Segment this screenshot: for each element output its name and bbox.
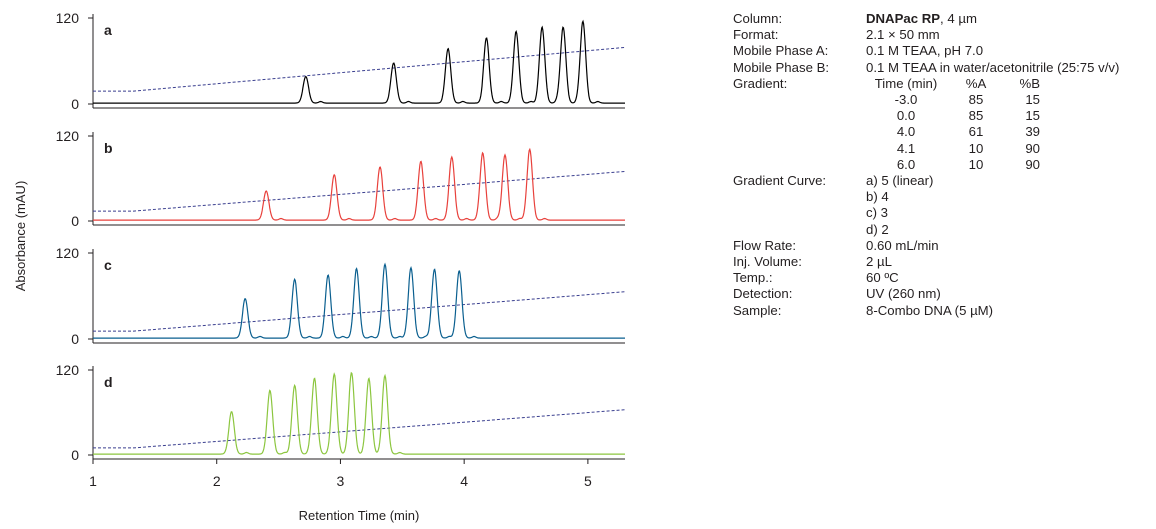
condition-row: Mobile Phase B: 0.1 M TEAA in water/acet… [733, 60, 1153, 76]
condition-key: Gradient: [733, 75, 788, 91]
gradient-b: 15 [1025, 108, 1040, 124]
gradient-b: 90 [1025, 156, 1040, 172]
x-tick-label: 4 [460, 473, 468, 489]
chromatogram-trace [93, 147, 625, 221]
panel-label: d [104, 374, 113, 390]
condition-key: Column: [733, 11, 783, 26]
gradient-table-row: 0.0 85 15 [733, 108, 1153, 124]
y-tick-label: 120 [56, 128, 80, 144]
gradient-a: 10 [968, 140, 984, 156]
gradient-curve-value: b) 4 [866, 189, 889, 205]
gradient-curve-line [93, 409, 626, 449]
gradient-b: 15 [1025, 92, 1040, 108]
gradient-b: 39 [1025, 124, 1040, 140]
gradient-header-row: Gradient: Time (min) %A %B [733, 76, 1153, 92]
gradient-table-row: 6.0 10 90 [733, 157, 1153, 173]
condition-row: Flow Rate: 0.60 mL/min [733, 238, 1153, 254]
condition-row: Format: 2.1 × 50 mm [733, 27, 1153, 43]
condition-row-column: Column: DNAPac RP, 4 µm [733, 11, 1153, 27]
x-tick-label: 2 [213, 473, 221, 489]
y-tick-label: 0 [71, 96, 79, 112]
condition-row: Sample: 8-Combo DNA (5 µM) [733, 303, 1153, 319]
condition-key: Sample: [733, 302, 782, 318]
gradient-b: 90 [1025, 140, 1040, 156]
gradient-curve-line [93, 46, 626, 92]
gradient-curve-row: b) 4 [733, 189, 1153, 205]
gradient-table-row: -3.0 85 15 [733, 92, 1153, 108]
condition-key: Detection: [733, 286, 793, 302]
condition-value: DNAPac RP, 4 µm [866, 11, 977, 27]
y-tick-label: 120 [56, 362, 80, 378]
condition-key: Mobile Phase A: [733, 43, 829, 59]
condition-key: Temp.: [733, 270, 773, 286]
column-detail: , 4 µm [940, 11, 977, 26]
y-tick-label: 120 [56, 10, 80, 26]
condition-key: Flow Rate: [733, 237, 797, 253]
y-tick-label: 0 [71, 213, 79, 229]
gradient-curve-row: c) 3 [733, 205, 1153, 221]
conditions-panel: Column: DNAPac RP, 4 µm Format: 2.1 × 50… [733, 11, 1153, 319]
gradient-a: 85 [968, 108, 984, 124]
chromatogram-trace [93, 262, 625, 339]
gradient-header-a: %A [965, 75, 987, 91]
gradient-curve-line [93, 170, 626, 212]
condition-value: 0.60 mL/min [866, 237, 939, 253]
condition-row: Temp.: 60 ºC [733, 270, 1153, 286]
gradient-table-header: Time (min) %A %B [866, 76, 1066, 92]
gradient-time: 4.0 [896, 124, 916, 140]
x-tick-label: 3 [337, 473, 345, 489]
y-tick-label: 0 [71, 331, 79, 347]
condition-value: 0.1 M TEAA, pH 7.0 [866, 43, 984, 59]
gradient-header-b: %B [1019, 75, 1040, 91]
condition-key: Mobile Phase B: [733, 59, 830, 75]
y-tick-label: 120 [56, 245, 80, 261]
panel-label: c [104, 257, 112, 273]
chromatogram-trace [93, 371, 625, 455]
condition-value: 60 ºC [866, 270, 899, 286]
condition-row: Inj. Volume: 2 µL [733, 254, 1153, 270]
gradient-curve-row: d) 2 [733, 222, 1153, 238]
condition-key: Gradient Curve: [733, 173, 827, 189]
gradient-time: -3.0 [894, 92, 918, 108]
x-axis-title: Retention Time (min) [299, 508, 420, 523]
gradient-curve-row: Gradient Curve: a) 5 (linear) [733, 173, 1153, 189]
panel-label: a [104, 22, 112, 38]
chromatogram-trace [93, 19, 625, 104]
gradient-table-row: 4.1 10 90 [733, 141, 1153, 157]
gradient-curve-line [93, 291, 626, 332]
x-tick-label: 5 [584, 473, 592, 489]
gradient-curve-value: c) 3 [866, 205, 888, 221]
condition-value: 0.1 M TEAA in water/acetonitrile (25:75 … [866, 59, 1120, 75]
condition-row: Detection: UV (260 nm) [733, 286, 1153, 302]
gradient-a: 10 [968, 156, 984, 172]
y-axis-title: Absorbance (mAU) [13, 181, 28, 292]
x-tick-label: 1 [89, 473, 97, 489]
condition-value: 2.1 × 50 mm [866, 27, 940, 43]
y-tick-label: 0 [71, 447, 79, 463]
gradient-time: 0.0 [896, 108, 916, 124]
condition-row: Mobile Phase A: 0.1 M TEAA, pH 7.0 [733, 43, 1153, 59]
gradient-curve-value: d) 2 [866, 221, 889, 237]
condition-value: UV (260 nm) [866, 286, 941, 302]
panel-label: b [104, 140, 113, 156]
gradient-a: 61 [968, 124, 984, 140]
condition-key: Format: [733, 27, 779, 43]
gradient-curve-value: a) 5 (linear) [866, 173, 934, 189]
chromatogram-chart: 0 120 a 0 120 b 0 120 c 0 120 d 1 2 3 4 5 Retention Time … [13, 10, 626, 523]
gradient-table-row: 4.0 61 39 [733, 124, 1153, 140]
condition-value: 8-Combo DNA (5 µM) [866, 302, 994, 318]
gradient-header-time: Time (min) [874, 75, 938, 91]
column-name: DNAPac RP [866, 11, 941, 26]
condition-value: 2 µL [866, 254, 892, 270]
condition-key: Inj. Volume: [733, 254, 802, 270]
gradient-time: 4.1 [896, 140, 916, 156]
gradient-a: 85 [968, 92, 984, 108]
gradient-time: 6.0 [896, 156, 916, 172]
